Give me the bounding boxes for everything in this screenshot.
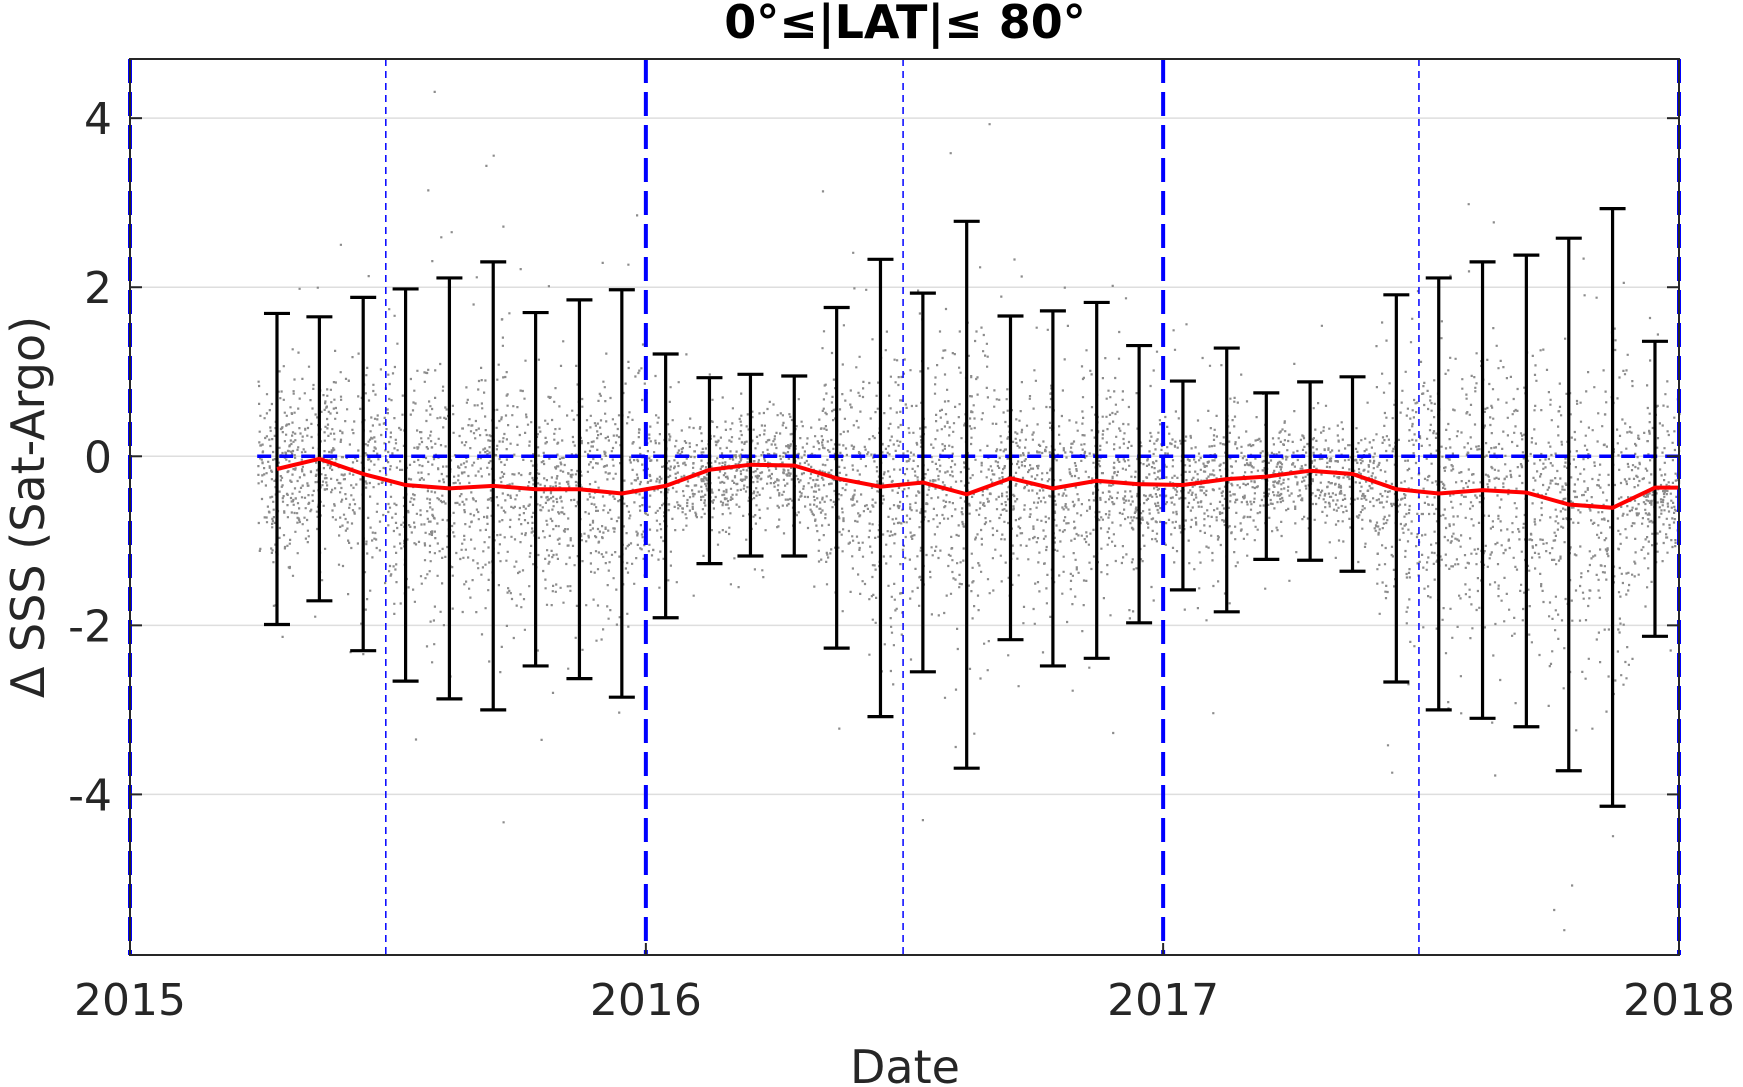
y-tick-label: -4 [68,770,112,821]
scatter-dots [257,90,1681,932]
x-tick-label: 2017 [1107,975,1219,1026]
x-axis-ticks: 2015 2016 2017 2018 [74,943,1735,1026]
chart-title: 0°≤|LAT|≤ 80° [724,0,1085,50]
y-axis-label: Δ SSS (Sat-Argo) [1,316,55,698]
y-tick-label: 4 [84,94,112,145]
y-tick-label: -2 [68,601,112,652]
plot-area [130,59,1679,955]
y-axis-ticks: 4 2 0 -2 -4 [68,94,1679,821]
plot-frame [129,58,1680,956]
x-axis-label: Date [850,1040,960,1087]
y-tick-label: 2 [84,263,112,314]
y-tick-label: 0 [84,432,112,483]
x-tick-label: 2015 [74,975,186,1026]
x-tick-label: 2018 [1623,975,1735,1026]
mean-line [276,456,1679,510]
mean-line-path [276,456,1679,510]
x-tick-label: 2016 [590,975,702,1026]
scatter-points [257,90,1681,932]
